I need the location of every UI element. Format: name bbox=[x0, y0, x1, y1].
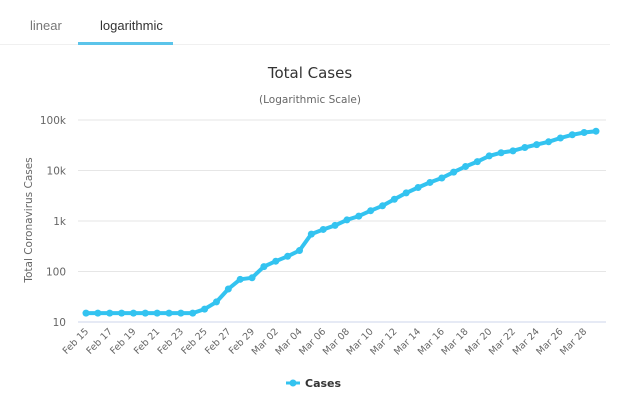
data-point[interactable] bbox=[224, 285, 232, 293]
data-point[interactable] bbox=[177, 309, 185, 317]
data-point[interactable] bbox=[118, 309, 126, 317]
data-point[interactable] bbox=[343, 216, 351, 224]
y-tick-label: 100k bbox=[40, 115, 67, 127]
data-point[interactable] bbox=[141, 309, 149, 317]
y-tick-label: 10 bbox=[53, 317, 66, 329]
data-point[interactable] bbox=[592, 127, 600, 135]
data-point[interactable] bbox=[450, 168, 458, 176]
data-point[interactable] bbox=[331, 221, 339, 229]
data-point[interactable] bbox=[367, 207, 375, 215]
data-point[interactable] bbox=[509, 147, 517, 155]
x-tick-label: Mar 28 bbox=[558, 326, 589, 357]
data-point[interactable] bbox=[260, 263, 268, 271]
chart-title: Total Cases bbox=[267, 64, 353, 82]
data-point[interactable] bbox=[129, 309, 137, 317]
legend-label-cases[interactable]: Cases bbox=[305, 377, 342, 390]
data-point[interactable] bbox=[189, 309, 197, 317]
legend-marker-icon bbox=[289, 379, 297, 387]
data-point[interactable] bbox=[426, 178, 434, 186]
data-point[interactable] bbox=[94, 309, 102, 317]
data-point[interactable] bbox=[568, 131, 576, 139]
data-point[interactable] bbox=[580, 129, 588, 137]
chart-subtitle: (Logarithmic Scale) bbox=[259, 94, 361, 106]
data-point[interactable] bbox=[462, 163, 470, 171]
data-point[interactable] bbox=[295, 247, 303, 255]
data-point[interactable] bbox=[284, 252, 292, 260]
data-point[interactable] bbox=[545, 138, 553, 146]
data-point[interactable] bbox=[236, 275, 244, 283]
y-tick-label: 100 bbox=[46, 267, 66, 279]
tab-logarithmic[interactable]: logarithmic bbox=[100, 18, 163, 33]
data-point[interactable] bbox=[390, 195, 398, 203]
data-point[interactable] bbox=[307, 230, 315, 238]
data-point[interactable] bbox=[533, 141, 541, 149]
data-point[interactable] bbox=[355, 212, 363, 220]
data-point[interactable] bbox=[319, 225, 327, 233]
data-point[interactable] bbox=[201, 305, 209, 313]
series-line-cases bbox=[84, 129, 598, 316]
data-point[interactable] bbox=[212, 298, 220, 306]
data-point[interactable] bbox=[414, 184, 422, 192]
y-axis-label: Total Coronavirus Cases bbox=[23, 157, 35, 283]
legend[interactable]: Cases bbox=[286, 377, 342, 390]
scale-tabs: linear logarithmic bbox=[0, 0, 610, 45]
data-point[interactable] bbox=[556, 134, 564, 142]
data-point[interactable] bbox=[272, 257, 280, 265]
y-tick-label: 10k bbox=[47, 166, 67, 178]
data-point[interactable] bbox=[153, 309, 161, 317]
data-point[interactable] bbox=[82, 309, 90, 317]
data-point[interactable] bbox=[402, 189, 410, 197]
data-point[interactable] bbox=[497, 149, 505, 157]
data-point[interactable] bbox=[438, 174, 446, 182]
tab-linear[interactable]: linear bbox=[30, 18, 62, 33]
active-tab-indicator bbox=[78, 42, 173, 45]
y-tick-label: 1k bbox=[53, 216, 67, 228]
data-point[interactable] bbox=[248, 274, 256, 282]
data-point[interactable] bbox=[521, 144, 529, 152]
data-point[interactable] bbox=[165, 309, 173, 317]
data-point[interactable] bbox=[106, 309, 114, 317]
data-point[interactable] bbox=[473, 158, 481, 166]
data-point[interactable] bbox=[485, 152, 493, 160]
data-point[interactable] bbox=[379, 202, 387, 210]
